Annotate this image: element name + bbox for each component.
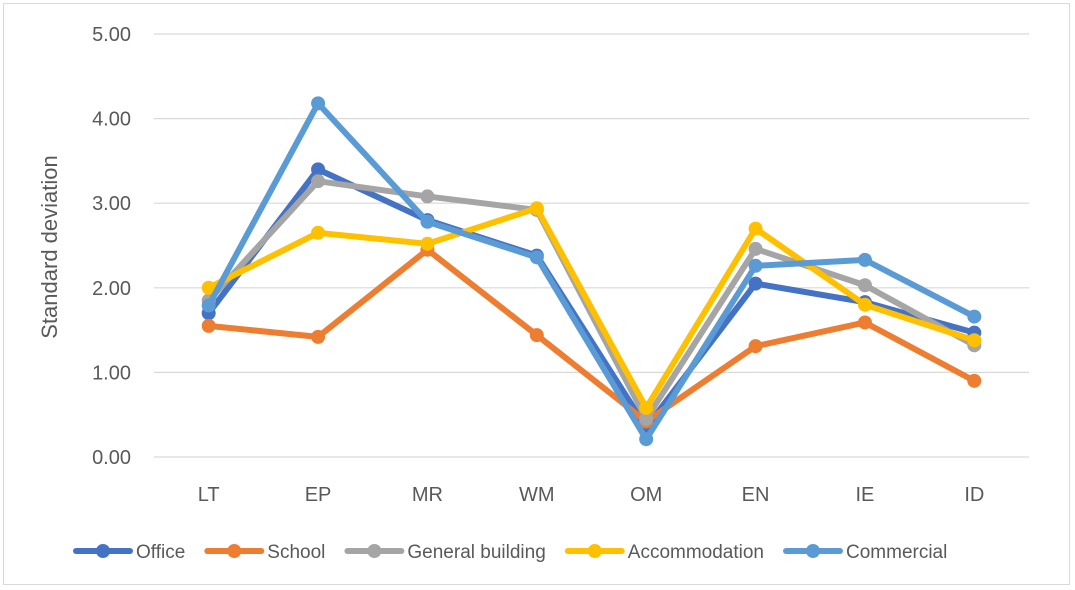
legend-marker	[227, 544, 242, 558]
data-point	[639, 411, 654, 426]
data-point	[529, 201, 544, 216]
series-line	[205, 178, 978, 422]
series-school	[201, 242, 982, 429]
data-point	[967, 333, 982, 348]
legend-marker	[367, 544, 382, 558]
legend: Office School General building Accommodatio…	[73, 542, 947, 563]
y-tick-label: 4.00	[92, 109, 131, 131]
series-line	[205, 166, 978, 431]
data-point	[748, 241, 763, 256]
series-lines	[201, 96, 982, 447]
chart-frame: 0.00 1.00 2.00 3.00 4.00 5.00 LT EP MR WM OM EN IE I…	[3, 3, 1070, 585]
legend-item: Accommodation	[564, 542, 764, 563]
series-commercial	[201, 96, 982, 447]
x-tick-label: WM	[519, 484, 555, 506]
series-line	[205, 100, 978, 443]
series-accommodation	[201, 201, 982, 415]
y-tick-label: 3.00	[92, 193, 131, 215]
x-tick-label: LT	[198, 484, 220, 506]
x-tick-label: MR	[412, 484, 443, 506]
data-point	[857, 278, 872, 293]
x-tick-label: EP	[305, 484, 332, 506]
x-tick-label: EN	[742, 484, 770, 506]
data-point	[967, 373, 982, 388]
legend-item: Commercial	[783, 542, 947, 563]
legend-marker	[587, 544, 602, 558]
data-point	[529, 250, 544, 265]
y-axis-ticks: 0.00 1.00 2.00 3.00 4.00 5.00	[92, 24, 131, 469]
legend-label: General building	[407, 542, 545, 563]
data-point	[857, 252, 872, 267]
y-axis-title: Standard deviation	[37, 155, 62, 338]
series-line	[205, 205, 978, 411]
data-point	[201, 298, 216, 313]
data-point	[748, 276, 763, 291]
data-point	[311, 162, 326, 177]
data-point	[201, 280, 216, 295]
y-tick-label: 1.00	[92, 362, 131, 384]
x-tick-label: OM	[630, 484, 662, 506]
data-point	[311, 174, 326, 189]
line-chart: 0.00 1.00 2.00 3.00 4.00 5.00 LT EP MR WM OM EN IE I…	[37, 24, 1029, 563]
data-point	[748, 339, 763, 354]
data-point	[420, 236, 435, 251]
data-point	[639, 432, 654, 447]
series-line	[205, 246, 978, 425]
legend-marker	[806, 544, 820, 558]
legend-label: Commercial	[846, 542, 947, 563]
data-point	[311, 96, 326, 111]
legend-label: Accommodation	[628, 542, 764, 563]
data-point	[529, 328, 544, 343]
data-point	[748, 258, 763, 273]
data-point	[857, 315, 872, 330]
legend-item: School	[204, 542, 325, 563]
data-point	[857, 297, 872, 312]
data-point	[201, 318, 216, 333]
x-tick-label: ID	[964, 484, 984, 506]
y-tick-label: 5.00	[92, 24, 131, 46]
data-point	[311, 225, 326, 240]
legend-label: Office	[136, 542, 185, 563]
data-point	[748, 221, 763, 236]
x-tick-label: IE	[855, 484, 874, 506]
data-point	[311, 329, 326, 344]
x-axis-ticks: LT EP MR WM OM EN IE ID	[198, 484, 985, 506]
data-point	[967, 309, 982, 324]
gridlines	[154, 33, 1029, 458]
data-point	[420, 189, 435, 204]
data-point	[420, 214, 435, 229]
legend-label: School	[267, 542, 325, 563]
y-tick-label: 0.00	[92, 447, 131, 469]
y-tick-label: 2.00	[92, 278, 131, 300]
data-point	[639, 400, 654, 415]
legend-item: General building	[344, 542, 546, 563]
legend-marker	[96, 544, 110, 558]
legend-item: Office	[73, 542, 185, 563]
